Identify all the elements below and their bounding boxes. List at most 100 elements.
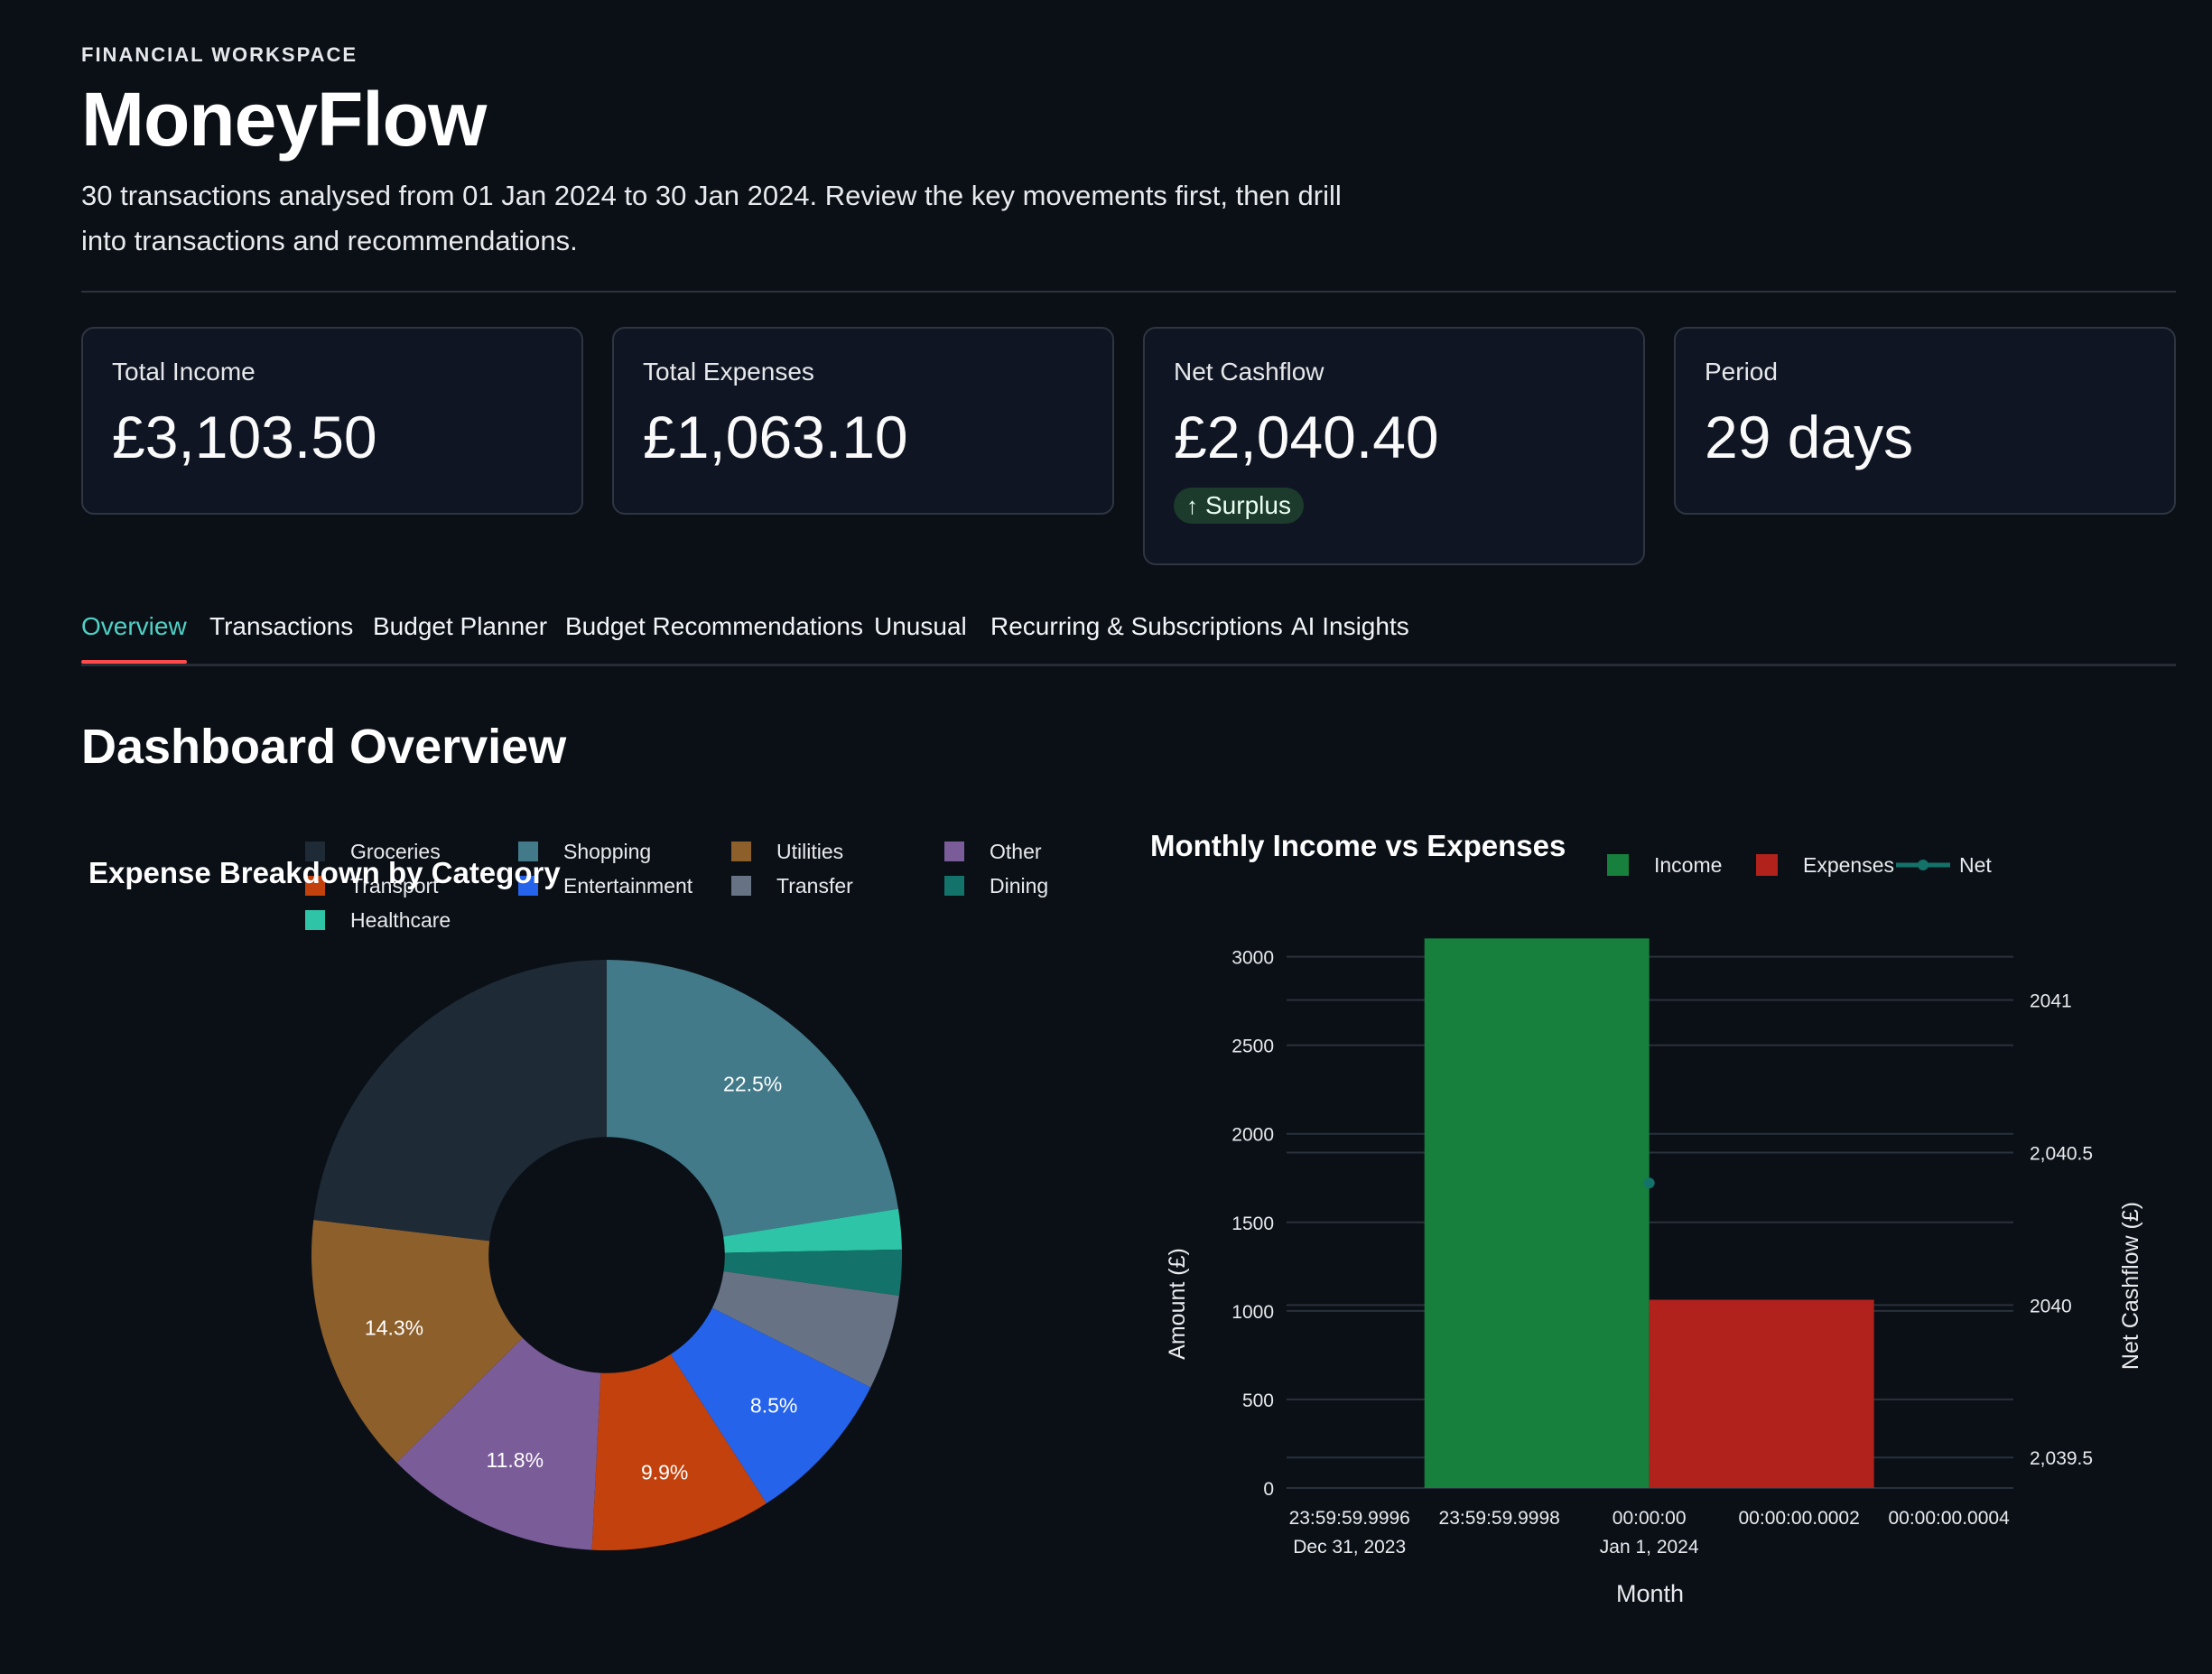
pie-label-other: 11.8%: [487, 1448, 544, 1472]
y2-tick-label: 2041: [2030, 991, 2072, 1012]
x-tick-label: 00:00:00.0004: [1888, 1508, 2010, 1529]
pie-chart-title: Expense Breakdown by Category: [88, 856, 561, 889]
pie-slice-labels: 22.5% 8.5% 9.9% 11.8% 14.3%: [365, 1073, 797, 1484]
tab-budget-recommendations[interactable]: Budget Recommendations: [565, 612, 863, 640]
bar-expenses[interactable]: [1649, 1299, 1874, 1488]
legend-label-net[interactable]: Net: [1959, 853, 1992, 877]
x-axis-label: Month: [1616, 1580, 1684, 1607]
legend-label-shopping[interactable]: Shopping: [563, 840, 651, 863]
pie-slice-dining[interactable]: [723, 1249, 902, 1297]
arrow-up-icon: ↑: [1186, 491, 1198, 519]
legend-swatch-groceries[interactable]: [305, 842, 325, 861]
y-tick-label: 3000: [1231, 948, 1274, 969]
metric-label: Total Income: [112, 358, 256, 386]
x-tick-label: 23:59:59.9996: [1289, 1508, 1410, 1529]
eyebrow: FINANCIAL WORKSPACE: [81, 43, 358, 66]
legend-label-groceries[interactable]: Groceries: [350, 840, 441, 863]
pie-label-transport: 9.9%: [641, 1460, 688, 1483]
y2-axis-label: Net Cashflow (£): [2118, 1202, 2143, 1370]
legend-swatch-other[interactable]: [944, 842, 964, 861]
legend-label-utilities[interactable]: Utilities: [776, 840, 843, 863]
y-tick-label: 1500: [1231, 1214, 1274, 1234]
legend-swatch-healthcare[interactable]: [305, 910, 325, 930]
metric-label: Total Expenses: [643, 358, 814, 386]
legend-label-healthcare[interactable]: Healthcare: [350, 908, 451, 932]
y-tick-label: 1000: [1231, 1302, 1274, 1323]
metric-label: Net Cashflow: [1174, 358, 1324, 386]
y2-tick-label: 2,040.5: [2030, 1143, 2093, 1164]
pie-legend: Groceries Shopping Utilities Other Transport…: [305, 840, 1048, 932]
tab-ai-insights[interactable]: AI Insights: [1291, 612, 1409, 640]
legend-label-transfer[interactable]: Transfer: [776, 874, 853, 897]
legend-swatch-entertainment[interactable]: [518, 876, 538, 896]
bars: [1424, 938, 1874, 1488]
surplus-badge: ↑ Surplus: [1174, 488, 1304, 524]
metric-value: £1,063.10: [643, 404, 908, 470]
legend-label-income[interactable]: Income: [1654, 853, 1722, 877]
x-tick-sublabel: Dec 31, 2023: [1293, 1537, 1406, 1558]
legend-swatch-shopping[interactable]: [518, 842, 538, 861]
metric-card-period: Period 29 days: [1674, 327, 2176, 515]
metric-value: £3,103.50: [112, 404, 377, 470]
expense-breakdown-chart: Groceries Shopping Utilities Other Transport…: [88, 840, 1048, 1550]
legend-swatch-dining[interactable]: [944, 876, 964, 896]
y2-tick-label: 2040: [2030, 1296, 2072, 1316]
legend-label-other[interactable]: Other: [990, 840, 1042, 863]
y-tick-label: 0: [1263, 1479, 1274, 1500]
tab-transactions[interactable]: Transactions: [209, 612, 354, 640]
section-title: Dashboard Overview: [81, 720, 567, 774]
delta-label: Surplus: [1205, 491, 1291, 519]
legend-swatch-transport[interactable]: [305, 876, 325, 896]
tab-unusual[interactable]: Unusual: [874, 612, 967, 640]
legend-swatch-utilities[interactable]: [731, 842, 751, 861]
tab-recurring-subscriptions[interactable]: Recurring & Subscriptions: [990, 612, 1283, 640]
axes: 0 500 1000 1500 2000 2500 3000 2,039.5 2040 2,040…: [1165, 948, 2143, 1607]
y-axis-label: Amount (£): [1165, 1248, 1190, 1360]
income-vs-expenses-chart: Monthly Income vs Expenses Income Expense…: [1150, 829, 2143, 1607]
point-net[interactable]: [1643, 1177, 1655, 1189]
y-tick-label: 2000: [1231, 1125, 1274, 1146]
pie-label-entertainment: 8.5%: [750, 1393, 797, 1417]
bar-chart-title: Monthly Income vs Expenses: [1150, 829, 1566, 862]
pie-slice-transport[interactable]: [591, 1353, 767, 1550]
bar-income[interactable]: [1424, 938, 1650, 1488]
pie-slices: [311, 960, 902, 1550]
metric-value: 29 days: [1705, 404, 1914, 470]
bar-legend: Income Expenses Net: [1607, 853, 1992, 877]
legend-swatch-transfer[interactable]: [731, 876, 751, 896]
x-tick-label: 23:59:59.9998: [1439, 1508, 1560, 1529]
pie-slice-groceries[interactable]: [313, 960, 607, 1242]
x-tick-label: 00:00:00: [1613, 1508, 1687, 1529]
pie-slice-entertainment[interactable]: [670, 1307, 871, 1503]
app-title: MoneyFlow: [81, 77, 487, 162]
pie-slice-utilities[interactable]: [311, 1220, 523, 1463]
x-tick-sublabel: Jan 1, 2024: [1600, 1537, 1699, 1558]
legend-swatch-expenses[interactable]: [1756, 854, 1778, 876]
metric-label: Period: [1705, 358, 1778, 386]
net-line: [1643, 1177, 1655, 1189]
page-subtitle: 30 transactions analysed from 01 Jan 202…: [81, 180, 1342, 256]
tab-bar: Overview Transactions Budget Planner Bud…: [81, 603, 2176, 666]
legend-label-entertainment[interactable]: Entertainment: [563, 874, 693, 897]
pie-label-utilities: 14.3%: [365, 1316, 423, 1340]
legend-swatch-income[interactable]: [1607, 854, 1629, 876]
metric-value: £2,040.40: [1174, 404, 1439, 470]
tab-overview[interactable]: Overview: [81, 612, 187, 664]
pie-slice-shopping[interactable]: [607, 960, 898, 1237]
y2-tick-label: 2,039.5: [2030, 1448, 2093, 1469]
tab-budget-planner[interactable]: Budget Planner: [373, 612, 548, 640]
pie-slice-healthcare[interactable]: [723, 1208, 902, 1253]
metric-card-total-expenses: Total Expenses £1,063.10: [612, 327, 1114, 515]
y-tick-label: 2500: [1231, 1037, 1274, 1057]
header-divider: [81, 291, 2176, 293]
legend-label-dining[interactable]: Dining: [990, 874, 1048, 897]
legend-label-expenses[interactable]: Expenses: [1803, 853, 1894, 877]
legend-marker-net[interactable]: [1918, 860, 1929, 870]
pie-slice-transfer[interactable]: [711, 1271, 899, 1388]
metric-card-net-cashflow: Net Cashflow £2,040.40 ↑ Surplus: [1143, 327, 1645, 565]
pie-slice-other[interactable]: [396, 1337, 601, 1550]
y-tick-label: 500: [1242, 1390, 1274, 1411]
x-tick-label: 00:00:00.0002: [1739, 1508, 1860, 1529]
legend-label-transport[interactable]: Transport: [350, 874, 439, 897]
metric-card-total-income: Total Income £3,103.50: [81, 327, 583, 515]
